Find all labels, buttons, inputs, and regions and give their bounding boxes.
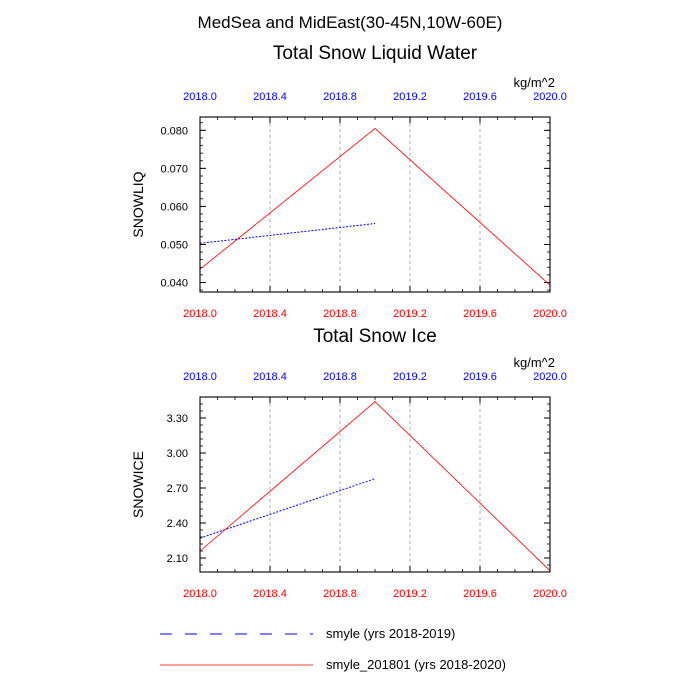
x-tick-label-top: 2020.0 — [533, 371, 567, 383]
figure-title: MedSea and MidEast(30-45N,10W-60E) — [198, 13, 503, 32]
x-tick-label: 2018.0 — [183, 588, 217, 600]
x-tick-label-top: 2018.8 — [323, 371, 357, 383]
y-tick-label: 0.040 — [160, 277, 188, 289]
x-tick-label-top: 2018.8 — [323, 91, 357, 103]
legend: smyle (yrs 2018-2019) smyle_201801 (yrs 2… — [160, 626, 506, 672]
x-tick-label-top: 2019.2 — [393, 371, 427, 383]
y-axis-label: SNOWICE — [130, 451, 146, 518]
x-tick-label: 2018.4 — [253, 308, 287, 320]
x-tick-label-top: 2019.6 — [463, 371, 497, 383]
x-tick-label: 2019.6 — [463, 588, 497, 600]
x-tick-label: 2018.8 — [323, 588, 357, 600]
y-tick-label: 0.080 — [160, 125, 188, 137]
x-tick-label: 2018.0 — [183, 308, 217, 320]
x-tick-label: 2018.4 — [253, 588, 287, 600]
x-tick-label: 2019.2 — [393, 588, 427, 600]
y-tick-label: 2.10 — [167, 553, 188, 565]
x-tick-label-top: 2018.4 — [253, 371, 287, 383]
series-line-smyle-201801 — [199, 401, 551, 572]
units-label: kg/m^2 — [513, 75, 555, 90]
y-tick-label: 3.00 — [167, 448, 188, 460]
x-tick-label-top: 2018.0 — [183, 91, 217, 103]
y-axis-label: SNOWLIQ — [130, 171, 146, 237]
plot-frame — [199, 116, 551, 293]
chart-title: Total Snow Liquid Water — [273, 43, 478, 64]
x-tick-label-top: 2018.4 — [253, 91, 287, 103]
series-line-smyle — [199, 223, 376, 244]
y-tick-label: 0.050 — [160, 239, 188, 251]
x-tick-label-top: 2018.0 — [183, 371, 217, 383]
legend-label: smyle (yrs 2018-2019) — [326, 626, 455, 641]
x-tick-label: 2018.8 — [323, 308, 357, 320]
x-tick-label: 2019.2 — [393, 308, 427, 320]
y-tick-label: 3.30 — [167, 413, 188, 425]
plot-frame — [199, 396, 551, 573]
series-line-smyle-201801 — [199, 127, 551, 286]
x-tick-label: 2020.0 — [533, 308, 567, 320]
y-tick-label: 0.070 — [160, 163, 188, 175]
y-tick-label: 2.70 — [167, 483, 188, 495]
units-label: kg/m^2 — [513, 355, 555, 370]
x-tick-label-top: 2019.2 — [393, 91, 427, 103]
x-tick-label: 2020.0 — [533, 588, 567, 600]
x-tick-label-top: 2019.6 — [463, 91, 497, 103]
y-tick-label: 2.40 — [167, 518, 188, 530]
legend-label: smyle_201801 (yrs 2018-2020) — [326, 657, 506, 672]
chart-panel-snowliq: Total Snow Liquid Water kg/m^2 SNOWLIQ 2018… — [130, 43, 567, 320]
chart-panel-snowice: Total Snow Ice kg/m^2 SNOWICE 2018.0 2018.0 2… — [130, 326, 567, 600]
series-line-smyle — [199, 478, 376, 539]
x-tick-label-top: 2020.0 — [533, 91, 567, 103]
chart-title: Total Snow Ice — [313, 326, 437, 347]
y-tick-label: 0.060 — [160, 201, 188, 213]
x-tick-label: 2019.6 — [463, 308, 497, 320]
